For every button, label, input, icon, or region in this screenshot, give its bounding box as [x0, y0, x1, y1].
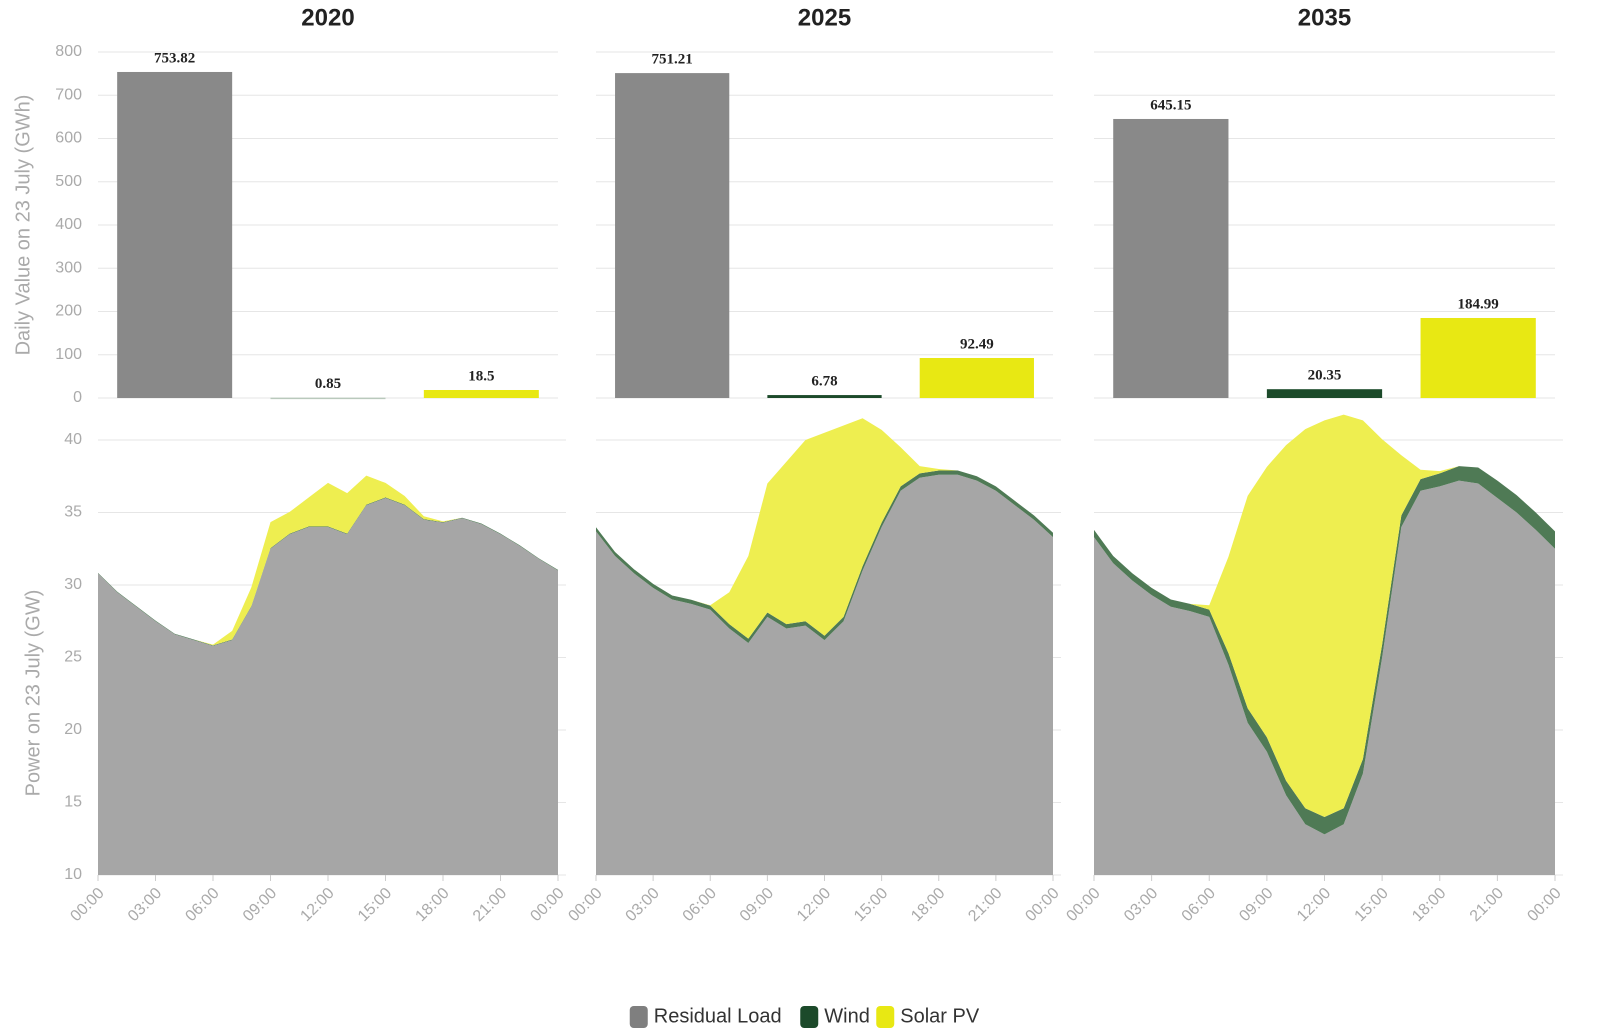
x-tick-label: 06:00: [1179, 885, 1219, 925]
x-tick-label: 15:00: [1352, 885, 1392, 925]
y-tick-label: 0: [73, 389, 82, 406]
area: [1094, 480, 1555, 875]
y-tick-label: 40: [64, 431, 82, 448]
area: [596, 418, 1053, 639]
x-tick-label: 18:00: [412, 885, 452, 925]
legend-swatch: [876, 1006, 895, 1028]
legend-label: Residual Load: [654, 1005, 782, 1027]
panel-title: 2035: [1298, 4, 1351, 31]
bar: [615, 73, 730, 398]
y-tick-label: 200: [55, 303, 82, 320]
x-tick-label: 15:00: [851, 885, 891, 925]
area: [596, 474, 1053, 875]
x-tick-label: 00:00: [1063, 885, 1103, 925]
value-label: 92.49: [960, 336, 994, 352]
x-tick-label: 03:00: [125, 885, 165, 925]
x-tick-label: 18:00: [1409, 885, 1449, 925]
y-tick-label: 25: [64, 649, 82, 666]
value-label: 753.82: [154, 50, 195, 66]
bar: [1420, 317, 1536, 398]
panel-title: 2020: [301, 4, 354, 31]
area: [98, 498, 558, 875]
y-axis-label: Power on 23 July (GW): [22, 590, 44, 797]
x-tick-label: 12:00: [297, 885, 337, 925]
panel-title: 2025: [798, 4, 851, 31]
value-label: 20.35: [1308, 368, 1342, 384]
y-tick-label: 300: [55, 259, 82, 276]
value-label: 184.99: [1458, 296, 1499, 312]
x-tick-label: 09:00: [737, 885, 777, 925]
x-tick-label: 09:00: [240, 885, 280, 925]
y-tick-label: 800: [55, 43, 82, 60]
x-tick-label: 00:00: [565, 885, 605, 925]
area: [1094, 466, 1555, 835]
bar: [117, 71, 233, 399]
x-tick-label: 00:00: [67, 885, 107, 925]
legend-swatch: [800, 1006, 819, 1028]
area: [1094, 414, 1555, 817]
x-tick-label: 00:00: [1022, 885, 1062, 925]
x-tick-label: 21:00: [470, 885, 510, 925]
x-tick-label: 06:00: [680, 885, 720, 925]
x-tick-label: 00:00: [527, 885, 567, 925]
x-tick-label: 12:00: [794, 885, 834, 925]
y-tick-label: 400: [55, 216, 82, 233]
y-tick-label: 35: [64, 504, 82, 521]
bar: [919, 357, 1034, 398]
x-tick-label: 15:00: [355, 885, 395, 925]
y-tick-label: 700: [55, 86, 82, 103]
y-tick-label: 600: [55, 130, 82, 147]
value-label: 751.21: [652, 52, 693, 68]
x-tick-label: 00:00: [1524, 885, 1564, 925]
bar: [767, 395, 882, 398]
value-label: 0.85: [315, 376, 341, 392]
value-label: 18.5: [468, 368, 494, 384]
x-tick-label: 18:00: [908, 885, 948, 925]
x-tick-label: 09:00: [1236, 885, 1276, 925]
legend-swatch: [629, 1006, 648, 1028]
legend-label: Wind: [824, 1005, 870, 1027]
bar: [423, 389, 539, 398]
y-tick-label: 30: [64, 576, 82, 593]
x-tick-label: 03:00: [1121, 885, 1161, 925]
legend: Residual Load Wind Solar PV: [629, 1005, 980, 1028]
x-tick-label: 21:00: [1467, 885, 1507, 925]
y-tick-label: 10: [64, 866, 82, 883]
legend-label: Solar PV: [900, 1005, 980, 1027]
area: [98, 475, 558, 646]
y-axis-label: Daily Value on 23 July (GWh): [12, 95, 34, 356]
x-tick-label: 21:00: [965, 885, 1005, 925]
x-tick-label: 06:00: [182, 885, 222, 925]
bar: [270, 397, 386, 400]
value-label: 6.78: [811, 374, 837, 390]
bar: [1266, 389, 1383, 398]
y-tick-label: 15: [64, 794, 82, 811]
y-tick-label: 20: [64, 721, 82, 738]
bar: [1113, 118, 1229, 398]
x-tick-label: 12:00: [1294, 885, 1334, 925]
y-tick-label: 500: [55, 173, 82, 190]
y-tick-label: 100: [55, 346, 82, 363]
x-tick-label: 03:00: [623, 885, 663, 925]
value-label: 645.15: [1150, 97, 1191, 113]
